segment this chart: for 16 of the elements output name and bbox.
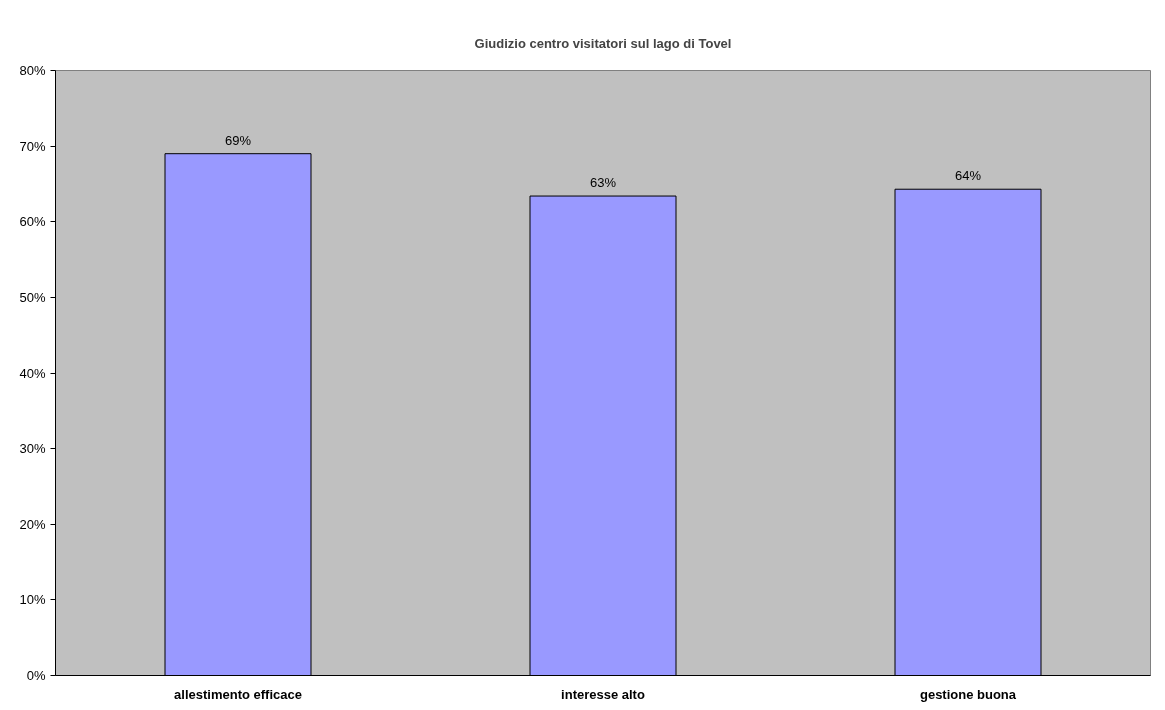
x-tick-label: interesse alto	[561, 686, 645, 702]
y-tick-label: 30%	[19, 441, 46, 457]
chart-title: Giudizio centro visitatori sul lago di Tovel	[474, 35, 732, 51]
data-label: 69%	[224, 132, 252, 148]
y-tick-label: 80%	[19, 63, 46, 78]
x-tick-label: allestimento efficace	[174, 686, 302, 702]
y-tick-label: 10%	[19, 592, 46, 608]
data-label: 63%	[589, 175, 617, 191]
y-tick-label: 50%	[19, 289, 46, 305]
data-label: 64%	[954, 168, 982, 184]
y-tick-label: 70%	[19, 138, 46, 154]
y-tick-label: 20%	[19, 516, 46, 532]
y-tick-label: 60%	[19, 214, 46, 230]
y-tick-label: 0%	[26, 668, 46, 683]
y-tick-label: 40%	[19, 365, 46, 381]
x-tick-label: gestione buona	[919, 686, 1017, 702]
